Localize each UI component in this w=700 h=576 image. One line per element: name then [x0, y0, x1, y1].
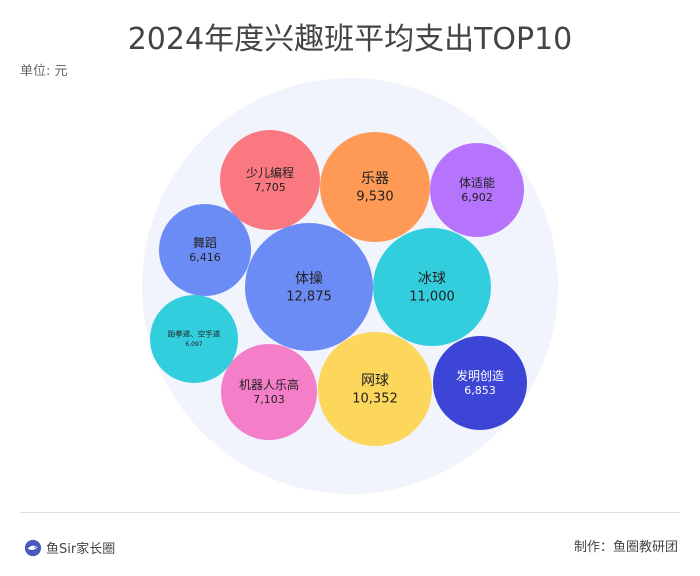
bubble-circle — [433, 336, 527, 430]
bubble-circle — [318, 332, 432, 446]
bubble-体操: 体操 12,875 — [245, 223, 373, 351]
bubble-circle — [150, 295, 238, 383]
bubble-circle — [220, 130, 320, 230]
fish-logo-icon — [24, 539, 42, 556]
bubble-value: 7,103 — [253, 393, 285, 406]
bubble-label: 网球 — [361, 373, 389, 389]
bubble-circle — [245, 223, 373, 351]
unit-label: 单位: 元 — [20, 64, 68, 79]
bubble-乐器: 乐器 9,530 — [320, 132, 430, 242]
bubble-value: 6,902 — [461, 191, 493, 204]
chart-title: 2024年度兴趣班平均支出TOP10 — [127, 22, 573, 57]
bubble-label: 体操 — [295, 271, 323, 287]
bubble-value: 6,853 — [464, 384, 496, 397]
bubble-label: 冰球 — [418, 271, 446, 287]
bubble-value: 11,000 — [409, 290, 455, 305]
bubble-冰球: 冰球 11,000 — [373, 228, 491, 346]
bubble-value: 6,097 — [185, 341, 202, 348]
bubble-circle — [373, 228, 491, 346]
bubble-label: 乐器 — [361, 171, 389, 187]
bubble-value: 6,416 — [189, 251, 221, 264]
bubble-circle — [221, 344, 317, 440]
bubble-网球: 网球 10,352 — [318, 332, 432, 446]
bubble-value: 7,705 — [254, 181, 286, 194]
bubble-label: 发明创造 — [456, 368, 504, 383]
bubble-circle — [159, 204, 251, 296]
bubble-value: 9,530 — [356, 190, 393, 205]
brand-name: 鱼Sir家长圈 — [46, 542, 116, 557]
bubble-跆拳道、空手道: 跆拳道、空手道 6,097 — [150, 295, 238, 383]
footer-divider — [20, 512, 680, 513]
bubble-circle — [430, 143, 524, 237]
bubble-label: 机器人乐高 — [239, 377, 299, 392]
bubble-circle — [320, 132, 430, 242]
bubble-label: 体适能 — [459, 176, 495, 190]
credit-text: 制作：鱼圈教研团 — [573, 540, 678, 555]
bubble-value: 10,352 — [352, 392, 398, 407]
bubble-舞蹈: 舞蹈6,416 — [159, 204, 251, 296]
bubble-value: 12,875 — [286, 290, 332, 305]
brand: 鱼Sir家长圈 — [24, 538, 115, 557]
bubble-label: 少儿编程 — [246, 165, 294, 180]
bubble-label: 跆拳道、空手道 — [168, 329, 221, 339]
bubble-label: 舞蹈 — [193, 236, 217, 250]
